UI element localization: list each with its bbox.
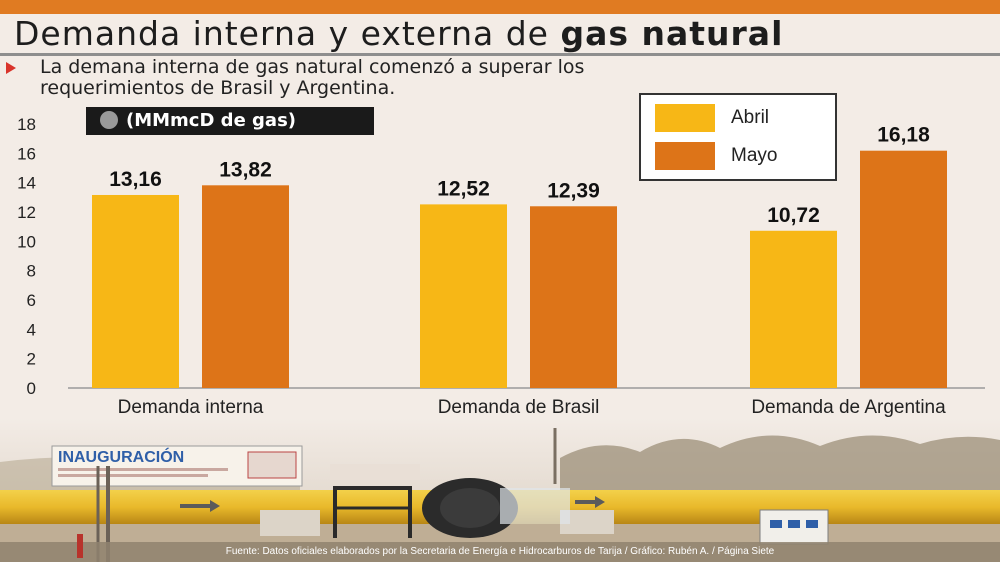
unit-label: (MMmcD de gas)	[86, 107, 374, 135]
data-label: 12,52	[437, 177, 490, 200]
y-tick-label: 6	[27, 291, 36, 310]
title-divider	[0, 53, 1000, 56]
y-tick-label: 0	[27, 379, 36, 398]
data-label: 13,16	[109, 168, 162, 191]
legend-swatch-abril	[655, 104, 715, 132]
title-bold: gas natural	[560, 14, 784, 53]
circle-icon	[100, 111, 118, 129]
data-label: 10,72	[767, 204, 820, 227]
chart-title: Demanda interna y externa de gas natural	[14, 14, 994, 54]
bar	[530, 206, 617, 388]
subtitle-line-1: La demana interna de gas natural comenzó…	[40, 56, 585, 78]
legend: Abril Mayo	[639, 93, 837, 181]
x-category-label: Demanda interna	[118, 397, 264, 418]
legend-label-mayo: Mayo	[731, 145, 778, 166]
chart-subtitle: La demana interna de gas natural comenzó…	[40, 57, 940, 99]
y-tick-label: 8	[27, 262, 36, 281]
y-tick-label: 16	[17, 144, 36, 163]
data-label: 16,18	[877, 124, 930, 147]
legend-label-abril: Abril	[731, 107, 770, 128]
y-tick-label: 2	[27, 350, 36, 369]
top-accent-bar	[0, 0, 1000, 14]
bar	[860, 150, 947, 388]
unit-text: (MMmcD de gas)	[126, 110, 297, 131]
bar	[202, 185, 289, 388]
title-regular: Demanda interna y externa de	[14, 14, 561, 53]
bar-chart: 0 2 4 6 8 10 12 14 16 18 13,16 13,82 Demanda interna…	[17, 115, 985, 418]
banner-text: INAUGURACIÓN	[58, 447, 184, 466]
y-tick-label: 4	[27, 320, 36, 339]
legend-swatch-mayo	[655, 142, 715, 170]
bullet-arrow-icon	[6, 62, 16, 74]
y-tick-label: 10	[17, 232, 36, 251]
y-tick-label: 14	[17, 174, 36, 193]
data-label: 12,39	[547, 179, 600, 202]
bar	[420, 204, 507, 388]
pipeline-photo: INAUGURACIÓN	[0, 418, 1000, 562]
subtitle-line-2: requerimientos de Brasil y Argentina.	[40, 77, 396, 99]
bar	[750, 230, 837, 388]
source-note: Fuente: Datos oficiales elaborados por l…	[225, 546, 775, 557]
x-category-label: Demanda de Argentina	[751, 397, 946, 418]
data-label: 13,82	[219, 158, 272, 181]
bar	[92, 194, 179, 388]
x-category-label: Demanda de Brasil	[438, 397, 600, 418]
y-tick-label: 18	[17, 115, 36, 134]
y-tick-label: 12	[17, 203, 36, 222]
